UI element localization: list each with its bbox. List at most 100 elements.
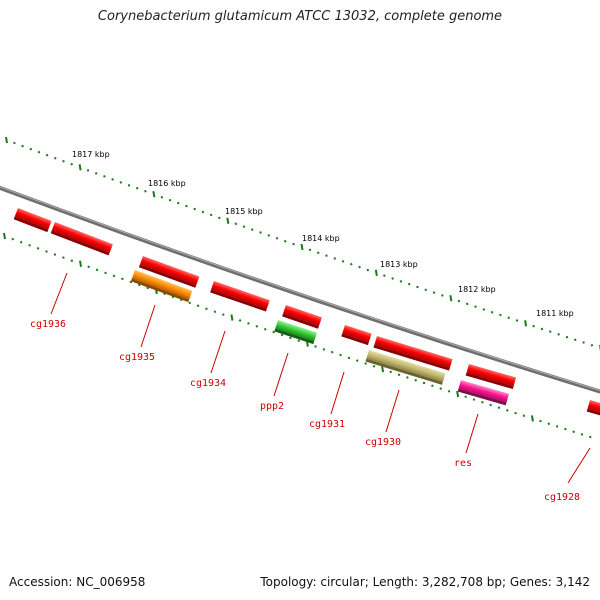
inner-scale-tick bbox=[431, 384, 434, 388]
inner-scale-tick bbox=[522, 414, 526, 417]
outer-scale-tick bbox=[201, 210, 205, 214]
outer-scale-tick bbox=[374, 269, 378, 276]
outer-scale-tick bbox=[21, 144, 24, 148]
outer-scale-tick bbox=[185, 204, 188, 208]
inner-scale-tick bbox=[339, 353, 342, 357]
inner-scale-tick bbox=[389, 370, 392, 374]
inner-scale-tick bbox=[314, 345, 317, 348]
gene-label-cg1930: cg1930 bbox=[365, 437, 401, 448]
outer-scale-tick bbox=[45, 153, 49, 157]
gene-ppp2[interactable] bbox=[274, 320, 317, 345]
inner-scale-tick bbox=[464, 395, 467, 399]
genome-backbone bbox=[0, 185, 600, 394]
outer-scale-tick bbox=[383, 274, 386, 277]
inner-scale-tick bbox=[104, 271, 107, 275]
genome-title: Corynebacterium glutamicum ATCC 13032, c… bbox=[97, 9, 503, 24]
outer-scale-tick bbox=[308, 248, 312, 252]
inner-scale-tick bbox=[188, 301, 191, 305]
inner-scale-tick bbox=[539, 419, 542, 423]
inner-scale-tick bbox=[45, 250, 48, 253]
outer-scale-tick bbox=[457, 299, 461, 303]
outer-scale-tick bbox=[284, 239, 287, 243]
gene-cg1935-b[interactable] bbox=[130, 270, 193, 303]
outer-scale-tick bbox=[209, 213, 213, 217]
inner-scale-tick bbox=[322, 348, 326, 351]
outer-scale-tick bbox=[226, 217, 230, 224]
inner-scale-tick bbox=[422, 381, 426, 385]
gene-cg1930-a[interactable] bbox=[373, 336, 453, 371]
outer-scale-tick bbox=[407, 282, 411, 286]
inner-scale-tick bbox=[79, 260, 83, 267]
outer-scale-tick bbox=[234, 222, 238, 225]
inner-scale-tick bbox=[439, 387, 442, 390]
outer-scale-tick bbox=[275, 237, 279, 240]
gene-cg1928[interactable] bbox=[586, 400, 600, 418]
inner-scale-tick bbox=[238, 319, 242, 322]
outer-scale-tick bbox=[70, 163, 73, 166]
outer-scale-tick bbox=[5, 136, 8, 144]
gene-label-cg1935: cg1935 bbox=[119, 352, 155, 363]
outer-scale-tick bbox=[37, 150, 41, 154]
inner-scale-tick bbox=[138, 283, 141, 287]
accession-text: Accession: NC_006958 bbox=[9, 575, 146, 589]
inner-scale-tick bbox=[129, 280, 133, 284]
outer-scale-tick bbox=[29, 147, 32, 151]
inner-scale-tick bbox=[70, 259, 74, 262]
outer-scale-tick bbox=[416, 285, 419, 289]
inner-scale-tick bbox=[36, 247, 40, 250]
outer-scale-tick bbox=[557, 333, 560, 336]
outer-scale-tick bbox=[432, 291, 436, 294]
outer-scale-tick bbox=[13, 141, 16, 145]
gene-cg1931[interactable] bbox=[341, 325, 372, 346]
outer-scale-tick bbox=[259, 231, 262, 234]
inner-scale-tick bbox=[247, 322, 250, 325]
outer-scale-tick bbox=[391, 277, 394, 280]
outer-scale-tick bbox=[507, 316, 510, 320]
inner-scale-tick bbox=[28, 244, 31, 247]
outer-scale-tick bbox=[358, 265, 361, 269]
outer-scale-tick bbox=[62, 160, 65, 163]
inner-scale-tick bbox=[414, 379, 417, 382]
inner-scale-tick bbox=[213, 310, 217, 313]
inner-scale-tick bbox=[19, 240, 23, 244]
inner-scale-tick bbox=[196, 304, 200, 308]
inner-scale-tick bbox=[255, 325, 259, 328]
inner-scale-tick bbox=[447, 390, 451, 393]
topology-text: Topology: circular; Length: 3,282,708 bp… bbox=[260, 575, 590, 589]
gene-label-cg1931: cg1931 bbox=[309, 419, 345, 430]
outer-scale-tick bbox=[341, 260, 345, 263]
inner-scale-tick bbox=[3, 232, 6, 240]
outer-scale-tick bbox=[399, 280, 403, 283]
outer-scale-tick bbox=[441, 294, 444, 297]
outer-scale-tick bbox=[267, 234, 270, 237]
inner-scale-tick bbox=[347, 356, 351, 360]
inner-scale-tick bbox=[555, 425, 559, 428]
inner-scale-tick bbox=[222, 313, 225, 316]
outer-scale-tick bbox=[160, 195, 164, 199]
outer-scale-tick bbox=[152, 191, 156, 198]
inner-scale-tick bbox=[289, 336, 292, 340]
gene-res-a[interactable] bbox=[465, 364, 517, 390]
gene-cg1935-a[interactable] bbox=[138, 256, 200, 288]
gene-label-ppp2: ppp2 bbox=[260, 401, 284, 412]
outer-scale-tick bbox=[135, 187, 139, 190]
outer-scale-tick bbox=[86, 169, 90, 172]
gene-cg1937[interactable] bbox=[13, 208, 52, 233]
inner-scale-tick bbox=[62, 256, 65, 259]
inner-scale-tick bbox=[264, 327, 267, 331]
outer-scale-tick bbox=[78, 164, 82, 171]
gene-cg1930[interactable] bbox=[365, 350, 446, 385]
gene-cg1934[interactable] bbox=[210, 281, 270, 312]
outer-scale-tick bbox=[111, 178, 114, 181]
gene-res[interactable] bbox=[457, 380, 510, 406]
gene-cg1936[interactable] bbox=[50, 222, 113, 256]
inner-scale-tick bbox=[472, 398, 476, 401]
genome-backbone-highlight bbox=[0, 186, 600, 391]
gene-label-cg1934: cg1934 bbox=[190, 378, 226, 389]
outer-scale-tick bbox=[474, 305, 477, 308]
gene-ppp2-a[interactable] bbox=[282, 305, 322, 329]
outer-scale-tick bbox=[317, 251, 320, 255]
inner-scale-tick bbox=[547, 422, 551, 426]
inner-scale-tick bbox=[121, 277, 124, 281]
inner-scale-tick bbox=[356, 359, 359, 362]
